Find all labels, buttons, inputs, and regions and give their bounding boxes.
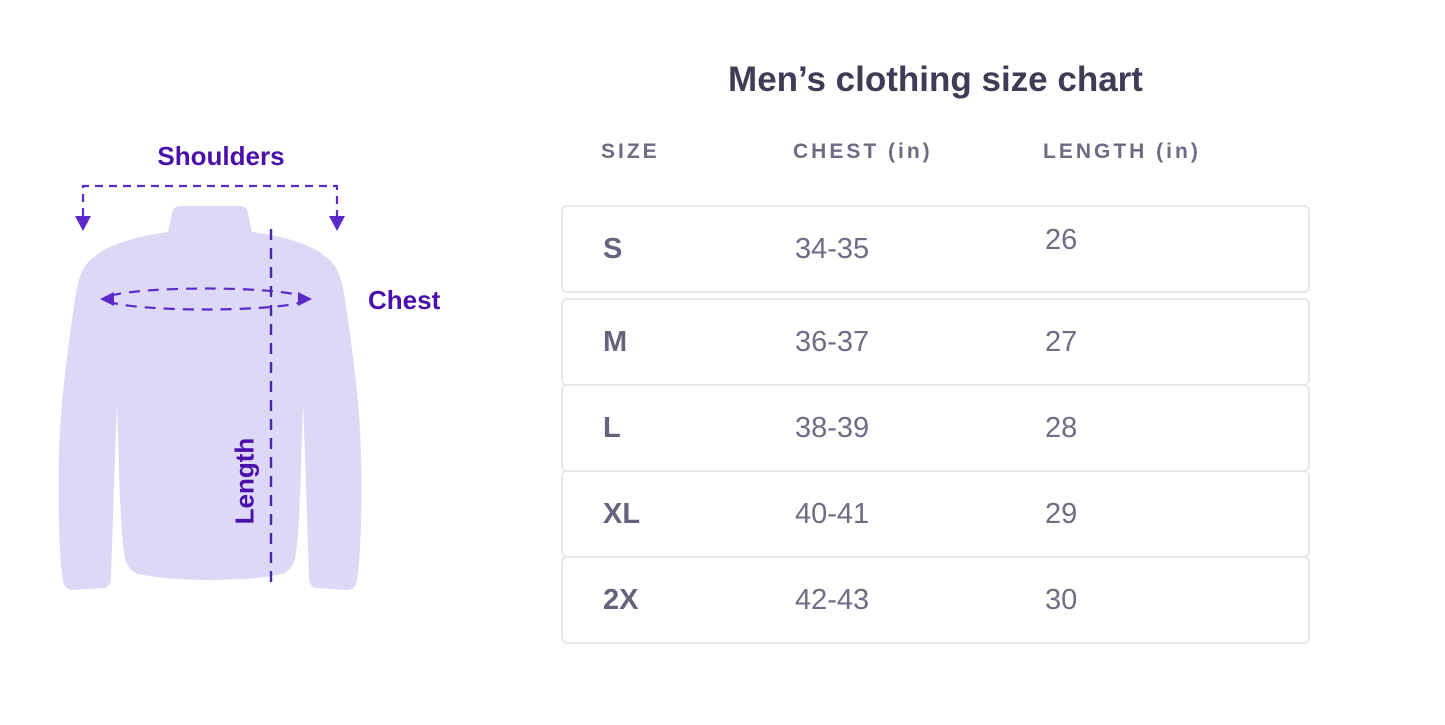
size-value: 2X (603, 583, 639, 616)
length-value: 30 (1045, 583, 1078, 616)
shoulders-bracket (81, 184, 339, 216)
size-table: S 34-35 26 M 36-37 27 L 38-39 28 XL 40-4… (561, 205, 1310, 644)
size-value: L (603, 411, 621, 444)
length-label: Length (229, 437, 260, 525)
column-header-length: LENGTH (in) (1043, 140, 1201, 163)
chest-value: 40-41 (795, 497, 870, 530)
table-row: XL 40-41 29 (561, 470, 1310, 558)
chest-value: 42-43 (795, 583, 870, 616)
arrow-right-icon (298, 292, 312, 306)
table-row: M 36-37 27 (561, 298, 1310, 386)
page-title: Men’s clothing size chart (728, 60, 1143, 99)
length-value: 27 (1045, 325, 1078, 358)
table-row: L 38-39 28 (561, 384, 1310, 472)
chest-value: 34-35 (795, 232, 870, 265)
chest-label: Chest (368, 285, 441, 315)
column-header-size: SIZE (601, 140, 660, 163)
shirt-graphic (58, 206, 362, 590)
table-row: S 34-35 26 (561, 205, 1310, 293)
size-value: XL (603, 497, 641, 530)
shirt-measurement-diagram: Shoulders Chest Length (0, 0, 470, 700)
chest-value: 38-39 (795, 411, 870, 444)
length-value: 26 (1045, 223, 1078, 256)
size-value: M (603, 325, 628, 358)
length-value: 29 (1045, 497, 1078, 530)
arrow-left-icon (100, 292, 114, 306)
column-header-chest: CHEST (in) (793, 140, 933, 163)
arrow-down-left-icon (75, 216, 91, 231)
chest-value: 36-37 (795, 325, 870, 358)
length-value: 28 (1045, 411, 1078, 444)
arrow-down-right-icon (329, 216, 345, 231)
shoulders-label: Shoulders (157, 141, 285, 171)
shirt-diagram-svg (58, 184, 362, 590)
size-value: S (603, 232, 623, 265)
table-row: 2X 42-43 30 (561, 556, 1310, 644)
table-header-row: SIZE CHEST (in) LENGTH (in) (561, 140, 1310, 170)
